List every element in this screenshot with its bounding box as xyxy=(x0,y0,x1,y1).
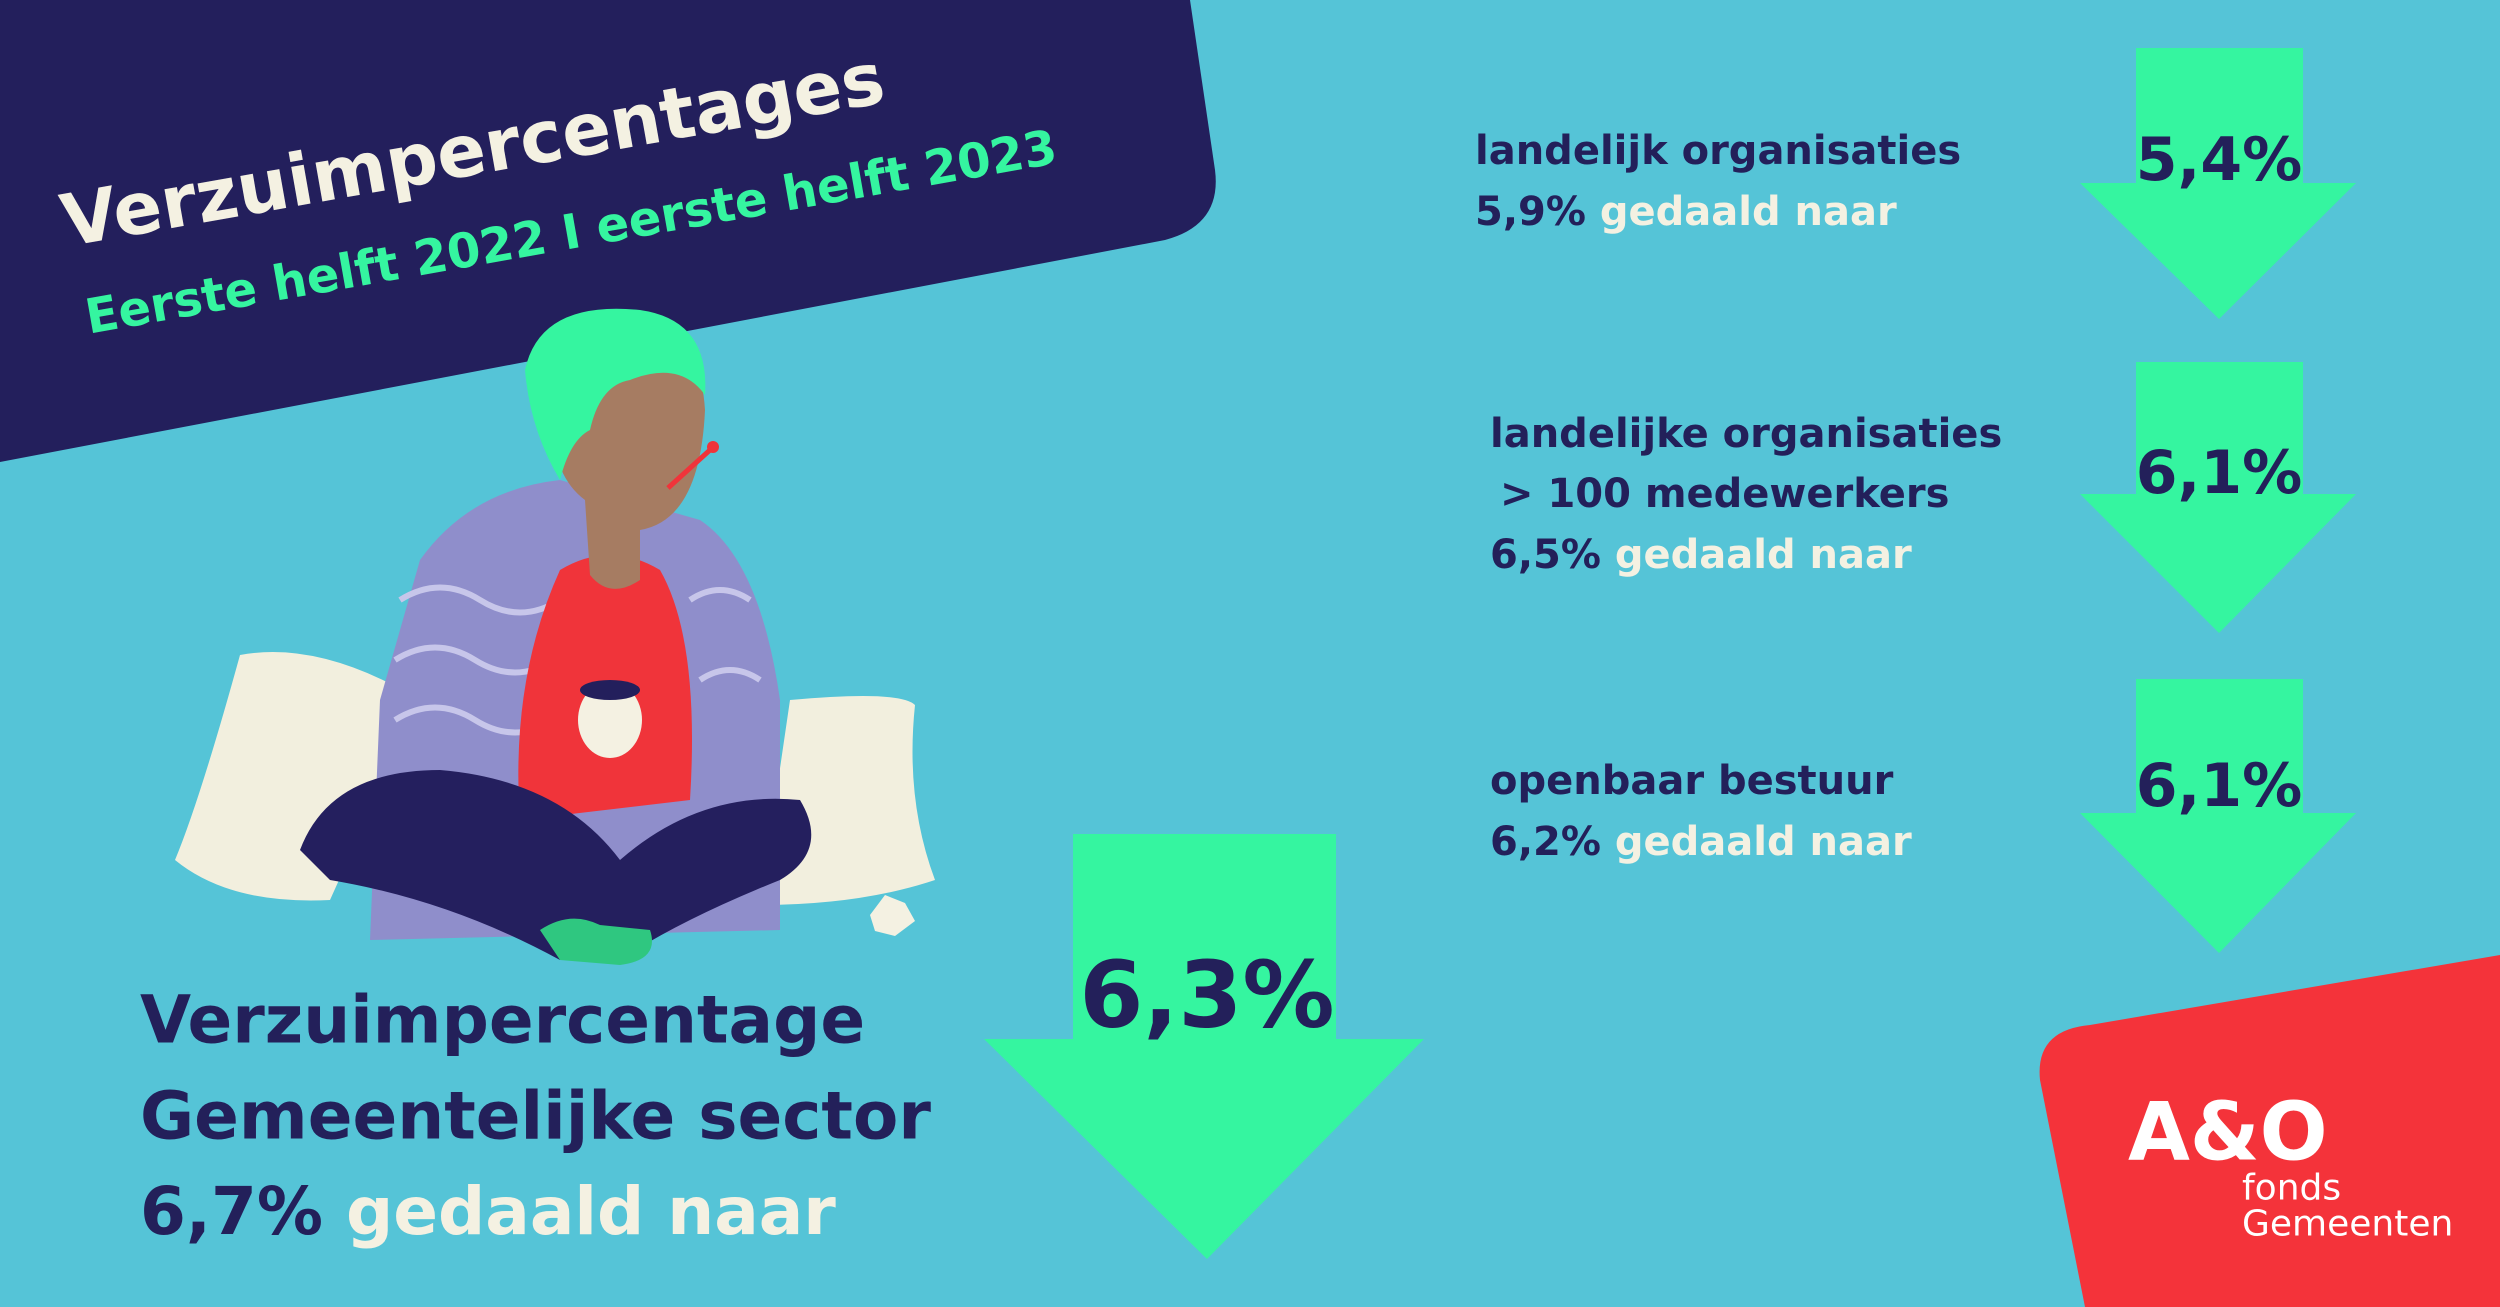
item-change: 6,2% gedaald naar xyxy=(1490,819,1912,865)
item-label: openbaar bestuur xyxy=(1490,758,1894,804)
logo-panel xyxy=(2039,955,2500,1307)
item-change-text: gedaald naar xyxy=(1615,532,1912,578)
item-label: landelijke organisaties xyxy=(1490,411,2002,457)
logo-line: Gemeenten xyxy=(2242,1204,2453,1245)
item-label: > 100 medewerkers xyxy=(1500,471,1949,517)
logo-line: fonds xyxy=(2242,1168,2341,1209)
down-arrow xyxy=(2080,362,2356,633)
item-change-text: gedaald naar xyxy=(1600,189,1897,235)
item-1: landelijk organisaties 5,9% gedaald naar… xyxy=(1475,48,2356,319)
main-stat: Verzuimpercentage Gemeentelijke sector 6… xyxy=(140,834,1424,1259)
item-3: openbaar bestuur 6,2% gedaald naar 6,1% xyxy=(1490,679,2356,953)
logo-name: A&O xyxy=(2128,1086,2328,1179)
item-from: 6,2% xyxy=(1490,819,1601,865)
main-label: Verzuimpercentage xyxy=(140,982,865,1059)
main-change-text: gedaald naar xyxy=(346,1173,836,1250)
main-from: 6,7% xyxy=(140,1173,323,1250)
item-label: landelijk organisaties xyxy=(1475,128,1961,174)
item-2: landelijke organisaties > 100 medewerker… xyxy=(1490,362,2356,633)
header-banner xyxy=(0,0,1216,462)
item-from: 6,5% xyxy=(1490,532,1601,578)
main-to: 6,3% xyxy=(1079,942,1334,1049)
item-to: 6,1% xyxy=(2136,751,2302,821)
main-label: Gemeentelijke sector xyxy=(140,1078,931,1155)
down-arrow xyxy=(984,834,1424,1259)
item-change: 5,9% gedaald naar xyxy=(1475,189,1897,235)
item-change-text: gedaald naar xyxy=(1615,819,1912,865)
down-arrow xyxy=(2080,48,2356,319)
illustration xyxy=(175,308,935,965)
main-change: 6,7% gedaald naar xyxy=(140,1173,836,1250)
down-arrow xyxy=(2080,679,2356,953)
item-to: 6,1% xyxy=(2136,438,2302,508)
item-change: 6,5% gedaald naar xyxy=(1490,532,1912,578)
item-to: 5,4% xyxy=(2136,125,2302,195)
item-from: 5,9% xyxy=(1475,189,1586,235)
